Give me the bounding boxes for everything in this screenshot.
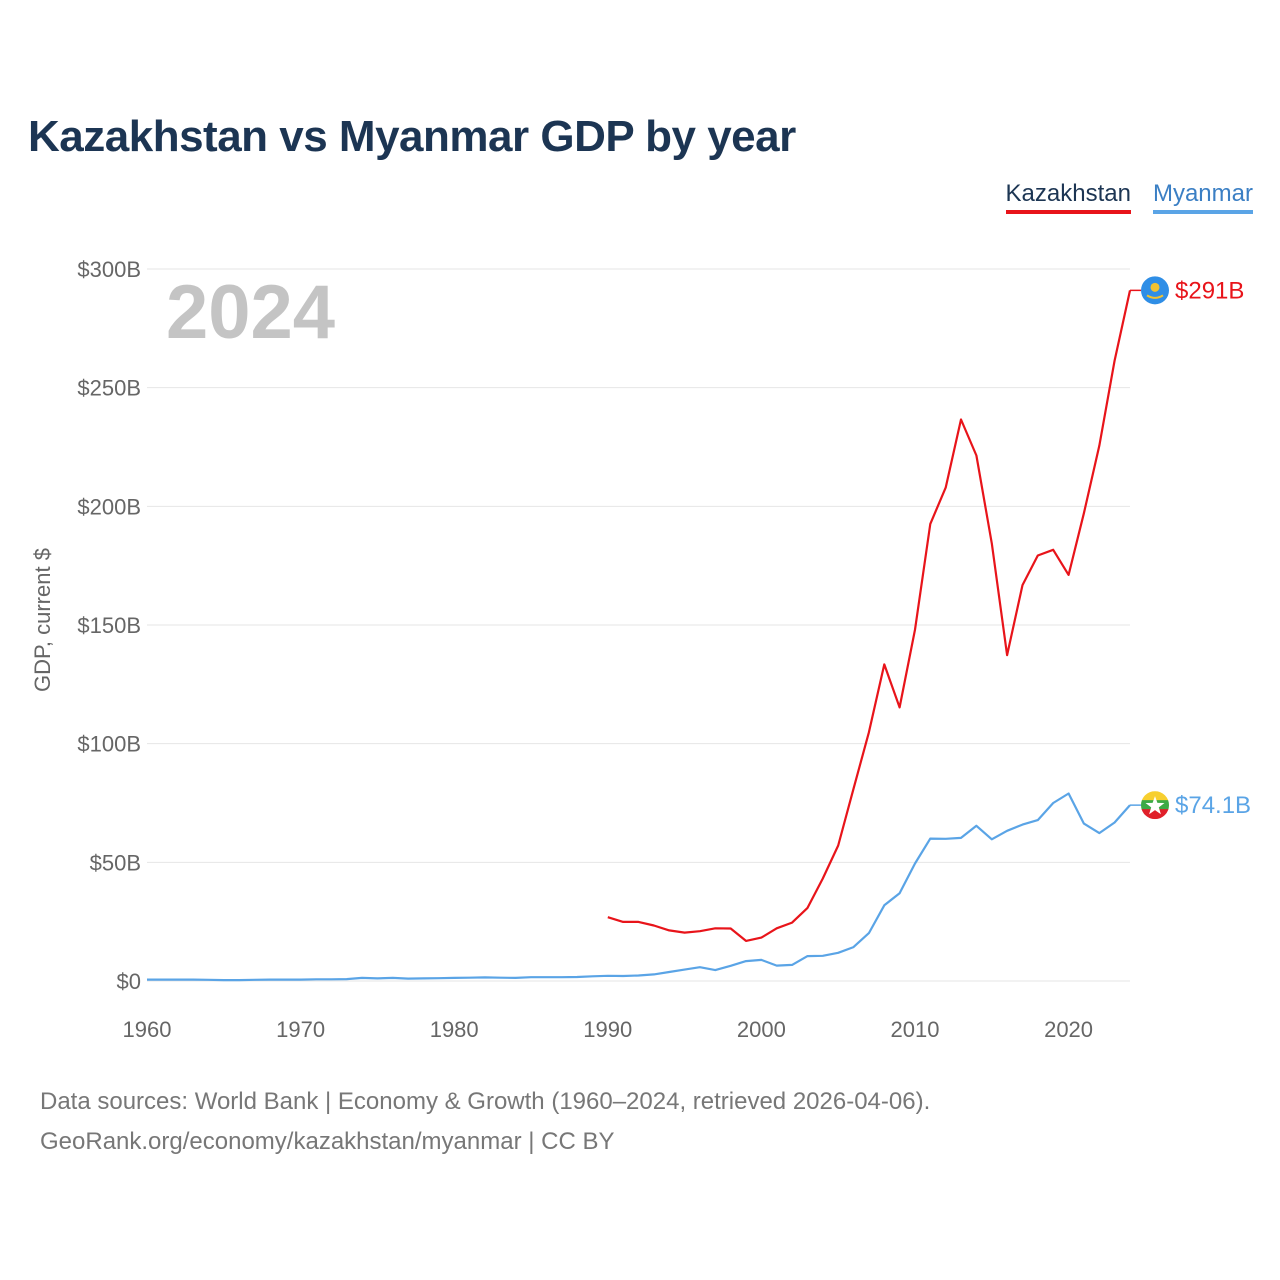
series-end-labels: $291B $74.1B xyxy=(1130,276,1251,820)
x-tick-label: 1970 xyxy=(276,1017,325,1042)
kazakhstan-flag-icon xyxy=(1141,276,1169,305)
y-tick-label: $100B xyxy=(77,732,141,757)
series-line-myanmar xyxy=(147,792,1131,982)
chart-title: Kazakhstan vs Myanmar GDP by year xyxy=(28,112,796,161)
legend-item-kazakhstan[interactable]: Kazakhstan xyxy=(1005,180,1131,214)
source-line-2[interactable]: GeoRank.org/economy/kazakhstan/myanmar |… xyxy=(40,1128,615,1155)
flag-star xyxy=(1145,796,1165,815)
y-tick-label: $300B xyxy=(77,257,141,282)
y-axis-ticks: $0 $50B $100B $150B $200B $250B $300B xyxy=(77,257,141,994)
myanmar-flag-icon xyxy=(1141,791,1169,820)
flag-sun xyxy=(1150,282,1160,292)
y-tick-label: $250B xyxy=(77,376,141,401)
y-tick-label: $200B xyxy=(77,494,141,519)
grid-lines xyxy=(147,268,1130,982)
x-tick-label: 1980 xyxy=(430,1017,479,1042)
x-tick-label: 2010 xyxy=(890,1017,939,1042)
y-tick-label: $50B xyxy=(90,850,141,875)
series-line-kazakhstan xyxy=(607,290,1132,943)
y-tick-label: $150B xyxy=(77,613,141,638)
y-tick-label: $0 xyxy=(117,969,141,994)
x-axis-ticks: 1960 1970 1980 1990 2000 2010 2020 xyxy=(123,1017,1094,1042)
source-note: Data sources: World Bank | Economy & Gro… xyxy=(40,1082,930,1162)
y-axis-label: GDP, current $ xyxy=(30,548,55,692)
x-tick-label: 1960 xyxy=(123,1017,172,1042)
flag-stripe-red xyxy=(1141,809,1169,820)
x-tick-label: 2020 xyxy=(1044,1017,1093,1042)
source-line-1: Data sources: World Bank | Economy & Gro… xyxy=(40,1088,931,1115)
legend-item-myanmar[interactable]: Myanmar xyxy=(1152,180,1253,214)
flag-eagle xyxy=(1146,294,1164,299)
series-lines xyxy=(147,290,1132,982)
x-tick-label: 1990 xyxy=(583,1017,632,1042)
x-tick-label: 2000 xyxy=(737,1017,786,1042)
end-value-label-myanmar: $74.1B xyxy=(1175,792,1251,819)
year-watermark: 2024 xyxy=(166,270,335,355)
legend: Kazakhstan Myanmar xyxy=(1005,180,1253,214)
end-value-label-kazakhstan: $291B xyxy=(1175,277,1244,304)
